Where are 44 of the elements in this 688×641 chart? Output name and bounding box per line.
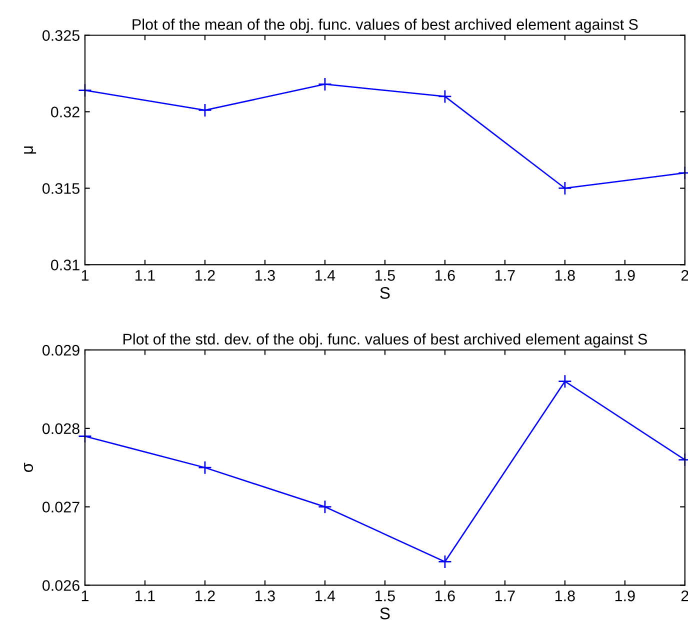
x-tick-label: 2 xyxy=(681,590,688,602)
point xyxy=(318,77,332,92)
x-tick-label: 1.4 xyxy=(315,270,336,281)
y-tick-label: 0.32 xyxy=(50,106,80,118)
chart-title: Plot of the mean of the obj. func. values of best archived element against S xyxy=(132,18,638,33)
x-axis-title: S xyxy=(380,287,390,299)
x-axis-title: S xyxy=(380,608,390,620)
y-tick-label: 0.028 xyxy=(42,423,80,434)
x-tick-label: 1.2 xyxy=(196,270,215,281)
x-tick-label: 1.8 xyxy=(555,270,575,281)
x-tick-label: 1.5 xyxy=(375,270,395,281)
x-tick-label: 1.2 xyxy=(196,590,215,602)
point xyxy=(438,90,452,104)
y-axis-title: σ xyxy=(24,462,34,472)
point xyxy=(198,103,212,118)
x-tick-label: 1.1 xyxy=(136,270,155,281)
y-tick-label: 0.029 xyxy=(42,344,80,356)
x-tick-label: 1 xyxy=(82,590,88,602)
x-tick-label: 1.6 xyxy=(435,590,455,602)
y-axis-title: μ xyxy=(24,146,36,154)
point xyxy=(438,554,452,569)
x-tick-label: 1.7 xyxy=(495,590,515,602)
y-tick-label: 0.31 xyxy=(50,260,80,270)
x-tick-label: 2 xyxy=(681,270,688,281)
x-tick-label: 1.9 xyxy=(615,270,635,281)
x-tick-label: 1.8 xyxy=(555,590,575,602)
point xyxy=(558,374,572,388)
x-tick-label: 1.4 xyxy=(315,590,336,602)
y-tick-label: 0.026 xyxy=(42,580,80,591)
x-tick-label: 1.3 xyxy=(255,590,275,602)
point xyxy=(198,460,212,475)
x-tick-label: 1.9 xyxy=(615,590,635,602)
y-tick-label: 0.315 xyxy=(42,183,80,194)
x-tick-label: 1.1 xyxy=(136,590,155,602)
y-tick-label: 0.027 xyxy=(42,502,80,513)
x-tick-label: 1.3 xyxy=(255,270,275,281)
x-tick-label: 1.7 xyxy=(495,270,515,281)
x-tick-label: 1 xyxy=(82,270,88,281)
x-tick-label: 1.6 xyxy=(435,270,455,281)
point xyxy=(558,181,572,196)
x-tick-label: 1.5 xyxy=(375,590,395,602)
point xyxy=(318,500,332,514)
chart-title: Plot of the std. dev. of the obj. func. values of best archived element against S xyxy=(123,333,647,348)
y-tick-label: 0.325 xyxy=(42,30,80,41)
